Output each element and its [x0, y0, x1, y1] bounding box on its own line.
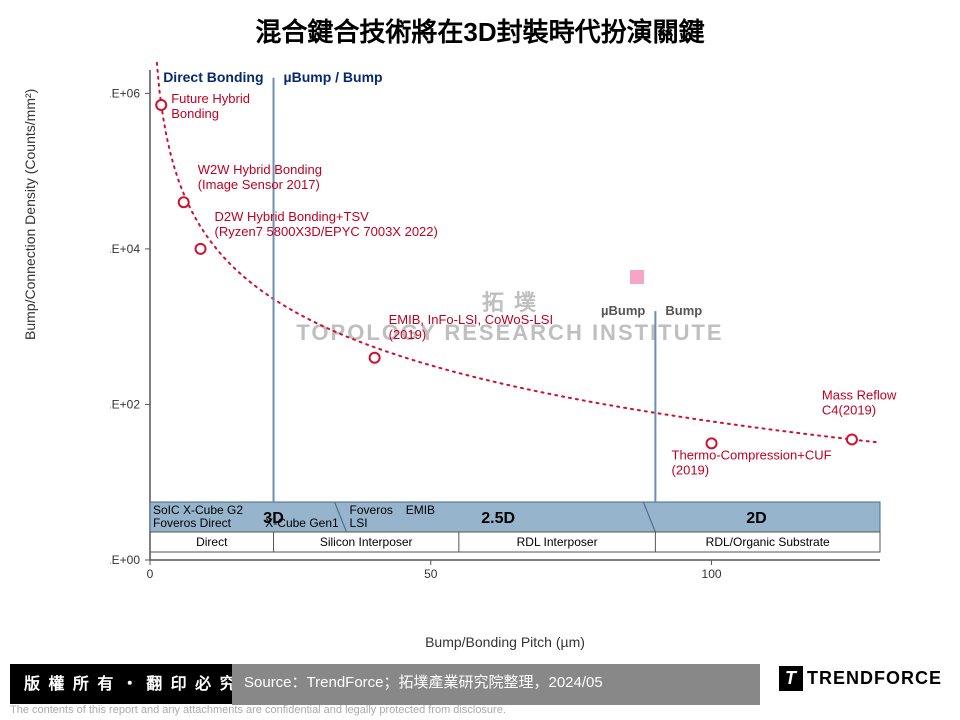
svg-text:µBump / Bump: µBump / Bump	[284, 69, 383, 85]
copyright-label: 版 權 所 有 ・ 翻 印 必 究	[10, 664, 252, 704]
svg-text:Direct: Direct	[196, 535, 228, 549]
svg-text:(Ryzen7 5800X3D/EPYC 7003X 202: (Ryzen7 5800X3D/EPYC 7003X 2022)	[215, 224, 438, 239]
svg-text:(2019): (2019)	[389, 327, 427, 342]
svg-text:1.E+04: 1.E+04	[110, 242, 140, 256]
svg-text:Foveros: Foveros	[350, 503, 393, 517]
svg-text:2.5D: 2.5D	[481, 510, 515, 527]
svg-text:EMIB, InFo-LSI, CoWoS-LSI: EMIB, InFo-LSI, CoWoS-LSI	[389, 312, 553, 327]
svg-text:3D: 3D	[263, 510, 283, 527]
svg-text:(Image Sensor 2017): (Image Sensor 2017)	[198, 177, 320, 192]
svg-text:Bonding: Bonding	[171, 106, 219, 121]
svg-text:Mass Reflow: Mass Reflow	[822, 387, 897, 402]
x-axis-label: Bump/Bonding Pitch (µm)	[110, 634, 900, 650]
svg-text:C4(2019): C4(2019)	[822, 402, 876, 417]
y-axis-label: Bump/Connection Density (Counts/mm²)	[22, 89, 38, 340]
footer: 版 權 所 有 ・ 翻 印 必 究 Source：TrendForce；拓墣產業…	[0, 664, 960, 698]
svg-text:(2019): (2019)	[672, 462, 710, 477]
svg-text:Thermo-Compression+CUF: Thermo-Compression+CUF	[672, 447, 832, 462]
svg-text:W2W Hybrid Bonding: W2W Hybrid Bonding	[198, 162, 322, 177]
disclaimer-text: The contents of this report and any atta…	[10, 704, 950, 716]
trendforce-logo: TTRENDFORCE	[779, 666, 942, 696]
svg-text:Future Hybrid: Future Hybrid	[171, 91, 250, 106]
page-title: 混合鍵合技術將在3D封裝時代扮演關鍵	[0, 12, 960, 49]
svg-text:2D: 2D	[746, 510, 766, 527]
svg-text:LSI: LSI	[350, 516, 368, 530]
svg-text:1.E+02: 1.E+02	[110, 397, 140, 411]
svg-text:EMIB: EMIB	[406, 503, 435, 517]
svg-text:D2W Hybrid Bonding+TSV: D2W Hybrid Bonding+TSV	[215, 209, 370, 224]
svg-text:50: 50	[424, 567, 438, 581]
chart-svg: 拓 墣TOPOLOGY RESEARCH INSTITUTE1.E+001.E+…	[110, 60, 900, 620]
svg-text:1.E+00: 1.E+00	[110, 553, 140, 567]
svg-text:µBump: µBump	[601, 303, 645, 318]
svg-text:0: 0	[147, 567, 154, 581]
svg-text:RDL/Organic Substrate: RDL/Organic Substrate	[706, 535, 830, 549]
page: { "title": "混合鍵合技術將在3D封裝時代扮演關鍵", "ylabel…	[0, 0, 960, 720]
chart-area: 拓 墣TOPOLOGY RESEARCH INSTITUTE1.E+001.E+…	[110, 60, 900, 620]
svg-text:100: 100	[702, 567, 722, 581]
svg-text:SoIC X-Cube G2: SoIC X-Cube G2	[153, 503, 243, 517]
svg-text:Foveros Direct: Foveros Direct	[153, 516, 232, 530]
source-label: Source：TrendForce；拓墣產業研究院整理，2024/05	[232, 664, 760, 705]
svg-text:Direct Bonding: Direct Bonding	[163, 69, 263, 85]
svg-text:RDL Interposer: RDL Interposer	[517, 535, 598, 549]
svg-text:Silicon Interposer: Silicon Interposer	[320, 535, 413, 549]
svg-text:Bump: Bump	[665, 303, 702, 318]
svg-text:1.E+06: 1.E+06	[110, 86, 140, 100]
